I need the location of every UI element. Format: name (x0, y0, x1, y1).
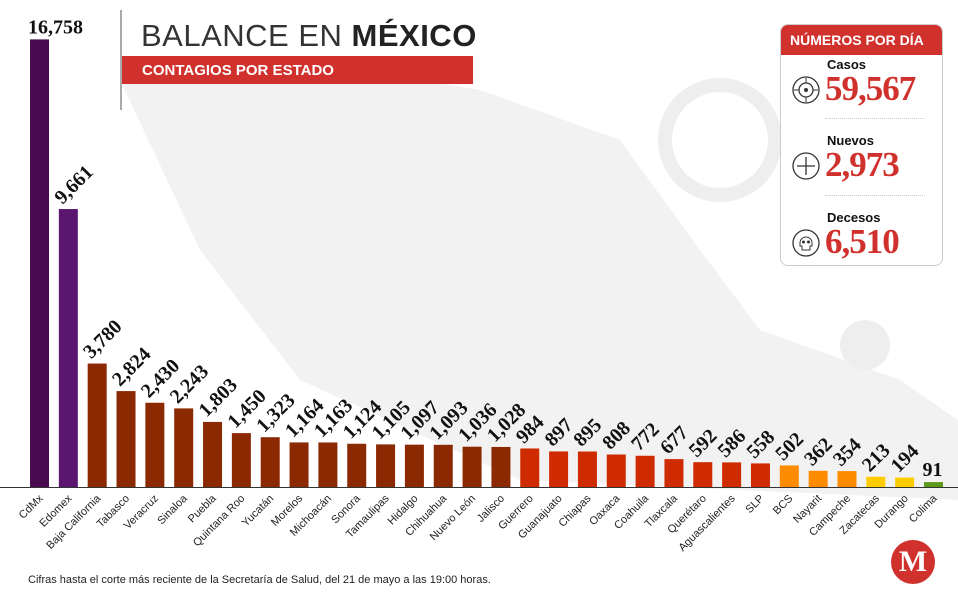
title-light: BALANCE EN (141, 18, 352, 53)
value-label: 808 (598, 417, 635, 454)
bar (58, 209, 78, 487)
skull-icon (792, 229, 820, 257)
plus-circle-icon (792, 152, 820, 180)
stat-value: 2,973 (825, 145, 900, 184)
stat-deaths: Decesos 6,510 (781, 208, 942, 265)
bar (924, 482, 943, 487)
bar (404, 444, 424, 487)
bar (318, 442, 338, 487)
source-note: Cifras hasta el corte más reciente de la… (28, 574, 491, 586)
card-title: NÚMEROS POR DÍA (781, 25, 942, 55)
stat-label: Decesos (827, 210, 881, 225)
page-title: BALANCE EN MÉXICO (141, 18, 477, 54)
milenio-logo: M (891, 540, 935, 584)
bar (145, 402, 165, 487)
bar (837, 471, 857, 487)
bar (289, 442, 309, 487)
stat-value: 6,510 (825, 222, 900, 261)
bar (549, 451, 569, 487)
bar (750, 463, 770, 487)
virus-watermark-icon (658, 78, 782, 202)
stat-cases: Casos 59,567 (781, 55, 942, 125)
virus-icon (792, 76, 820, 104)
bar (606, 454, 626, 487)
value-label: 9,661 (50, 161, 97, 208)
bar (231, 433, 251, 487)
bar (347, 443, 367, 487)
bar (491, 446, 511, 487)
bar (808, 470, 828, 487)
value-label: 91 (923, 459, 943, 481)
category-label: Sinaloa (155, 492, 190, 527)
bar (866, 476, 886, 487)
bar (577, 451, 597, 487)
bar (87, 363, 107, 487)
value-label: 558 (742, 426, 779, 463)
stat-new: Nuevos 2,973 (781, 131, 942, 201)
title-bold: MÉXICO (351, 18, 477, 53)
divider (825, 118, 925, 119)
stat-label: Nuevos (827, 133, 874, 148)
value-label: 354 (829, 434, 866, 471)
bar (635, 455, 655, 487)
daily-numbers-card: NÚMEROS POR DÍA Casos 59,567 Nuevos 2,97… (780, 24, 943, 266)
bar (693, 462, 713, 487)
value-label: 502 (771, 428, 808, 465)
bar (895, 477, 915, 487)
bar (664, 459, 684, 487)
category-label: SLP (743, 493, 766, 516)
category-label: Chiapas (557, 492, 594, 529)
bar (376, 444, 396, 487)
chart-subtitle: CONTAGIOS POR ESTADO (122, 56, 473, 84)
category-label: BCS (771, 493, 795, 517)
stat-label: Casos (827, 57, 867, 72)
value-label: 194 (887, 440, 924, 477)
bar (174, 408, 194, 487)
value-label: 3,780 (79, 316, 126, 363)
divider (825, 195, 925, 196)
bar (520, 448, 540, 487)
value-label: 586 (714, 425, 751, 462)
category-label: Yucatán (240, 493, 277, 530)
title-divider (120, 10, 122, 110)
value-label: 677 (656, 422, 693, 459)
stat-value: 59,567 (825, 69, 916, 108)
category-label: Colima (907, 492, 940, 525)
bar (203, 421, 223, 487)
value-label: 16,758 (28, 16, 83, 38)
bar (433, 444, 453, 487)
bar (462, 446, 482, 487)
bar (260, 437, 280, 487)
bar (116, 391, 136, 487)
bar (30, 39, 49, 487)
bar (722, 462, 742, 487)
virus-watermark-icon (840, 320, 890, 370)
value-label: 772 (627, 419, 664, 456)
value-label: 895 (569, 414, 606, 451)
bar (779, 465, 799, 487)
